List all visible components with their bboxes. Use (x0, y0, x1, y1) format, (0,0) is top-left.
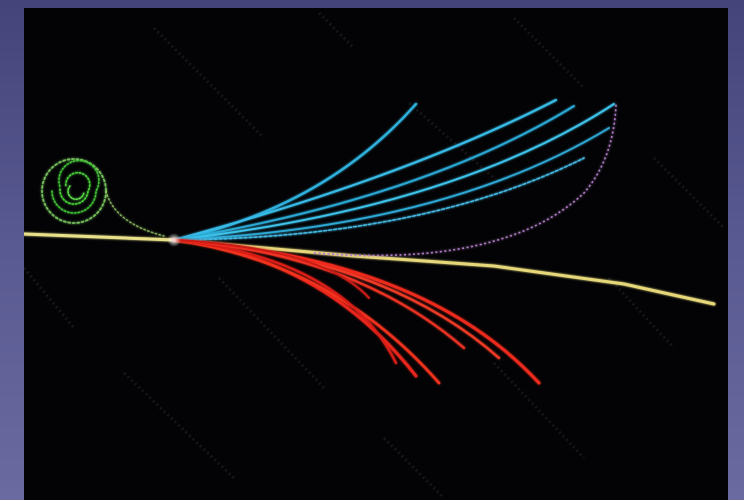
blue-track (174, 100, 556, 240)
particle-tracks-drawing (24, 8, 728, 500)
beam-line (24, 234, 714, 304)
purple-arc-track (314, 104, 616, 256)
red-track (174, 240, 464, 348)
blue-track (174, 106, 574, 240)
blue-track (174, 104, 416, 240)
red-track-bundle (174, 240, 539, 383)
green-spiral-track (42, 159, 164, 236)
interaction-vertex (167, 233, 181, 247)
particle-tracks-image (24, 8, 728, 500)
blue-track (174, 128, 609, 240)
